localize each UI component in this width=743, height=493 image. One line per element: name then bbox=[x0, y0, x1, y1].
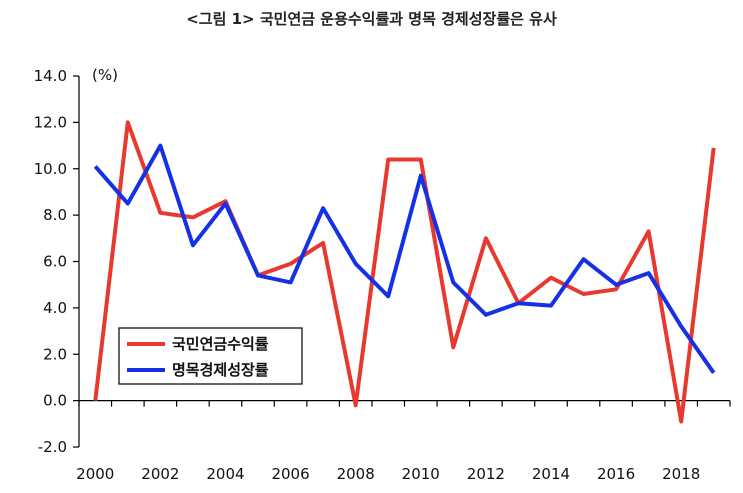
y-axis-ticks: 14.0 12.0 10.0 8.0 6.0 4.0 2.0 0.0 -2.0 bbox=[34, 67, 79, 456]
x-tick-label: 2004 bbox=[206, 465, 244, 483]
series-layer bbox=[93, 120, 716, 424]
x-tick-label: 2016 bbox=[597, 465, 635, 483]
legend-label-1: 국민연금수익률 bbox=[172, 335, 269, 353]
x-tick-label: 2014 bbox=[532, 465, 570, 483]
y-tick-label: -2.0 bbox=[38, 438, 67, 456]
series-line-1 bbox=[93, 120, 716, 424]
y-tick-label: 14.0 bbox=[34, 67, 67, 85]
x-axis-ticks: 2000 2002 2004 2006 2008 2010 2012 2014 2016 2018 bbox=[76, 400, 731, 483]
series-line-2 bbox=[93, 143, 716, 374]
x-tick-label: 2012 bbox=[467, 465, 505, 483]
y-tick-label: 2.0 bbox=[43, 345, 67, 363]
x-tick-label: 2010 bbox=[402, 465, 440, 483]
y-tick-label: 8.0 bbox=[43, 206, 67, 224]
y-tick-label: 10.0 bbox=[34, 160, 67, 178]
chart-title: <그림 1> 국민연금 운용수익률과 명목 경제성장률은 유사 bbox=[186, 10, 557, 28]
y-tick-label: 6.0 bbox=[43, 253, 67, 271]
x-tick-label: 2000 bbox=[76, 465, 114, 483]
y-tick-label: 0.0 bbox=[43, 392, 67, 410]
x-tick-label: 2018 bbox=[662, 465, 700, 483]
y-tick-label: 12.0 bbox=[34, 113, 67, 131]
legend-box bbox=[118, 327, 303, 385]
legend-label-2: 명목경제성장률 bbox=[172, 361, 269, 379]
y-axis-unit-label: (%) bbox=[92, 66, 118, 84]
y-tick-label: 4.0 bbox=[43, 299, 67, 317]
x-tick-label: 2006 bbox=[271, 465, 309, 483]
x-tick-label: 2008 bbox=[337, 465, 375, 483]
x-tick-label: 2002 bbox=[141, 465, 179, 483]
